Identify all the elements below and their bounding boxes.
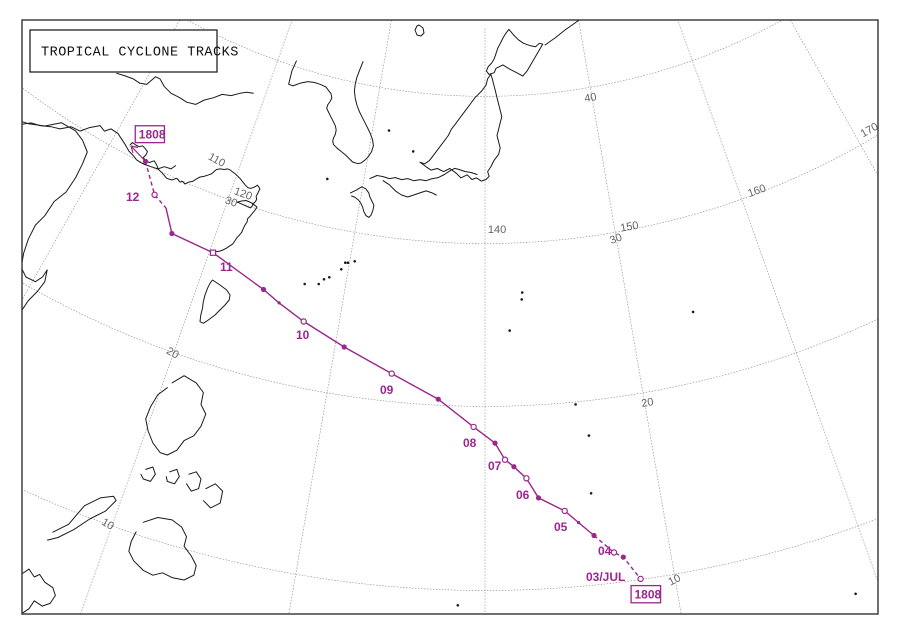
svg-text:09: 09: [380, 383, 394, 397]
svg-text:06: 06: [516, 488, 530, 502]
svg-text:10: 10: [666, 572, 682, 588]
svg-text:1808: 1808: [139, 128, 166, 142]
svg-text:12: 12: [126, 190, 140, 204]
svg-text:TROPICAL CYCLONE TRACKS: TROPICAL CYCLONE TRACKS: [41, 46, 239, 61]
svg-text:10: 10: [99, 516, 116, 533]
svg-text:110: 110: [206, 151, 227, 170]
svg-text:04: 04: [598, 544, 612, 558]
svg-text:170: 170: [859, 121, 881, 140]
svg-text:1808: 1808: [635, 587, 662, 601]
svg-text:10: 10: [296, 328, 310, 342]
svg-text:40: 40: [583, 91, 597, 105]
svg-text:20: 20: [640, 396, 654, 410]
svg-text:150: 150: [619, 220, 639, 235]
svg-text:08: 08: [463, 436, 477, 450]
svg-text:05: 05: [554, 520, 568, 534]
svg-text:11: 11: [220, 260, 233, 274]
svg-text:03/JUL: 03/JUL: [586, 570, 625, 584]
svg-text:20: 20: [164, 345, 181, 361]
svg-text:160: 160: [746, 182, 767, 200]
svg-text:07: 07: [488, 459, 502, 473]
svg-text:140: 140: [488, 224, 506, 236]
